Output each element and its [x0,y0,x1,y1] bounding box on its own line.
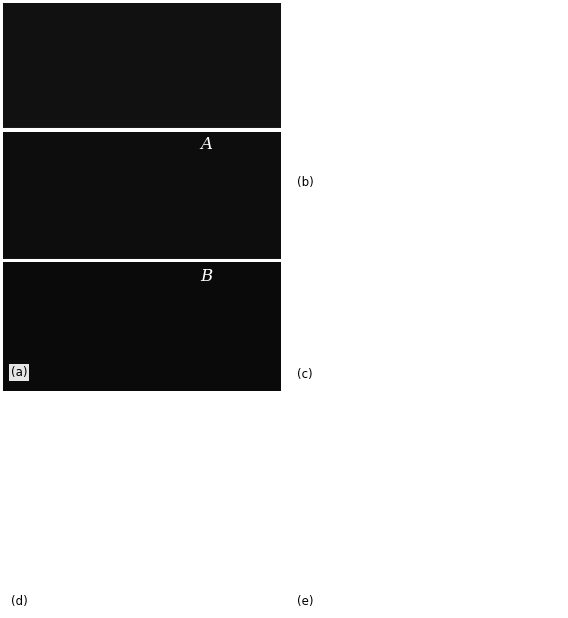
Text: (b): (b) [297,176,314,189]
Bar [3,3,281,129]
Text: (c): (c) [297,368,312,381]
Bar [3,132,281,260]
Text: A: A [200,136,212,153]
Text: (d): (d) [11,595,28,608]
Text: (e): (e) [297,595,314,608]
Text: B: B [200,268,212,285]
Bar [3,261,281,391]
Text: (a): (a) [11,366,28,379]
